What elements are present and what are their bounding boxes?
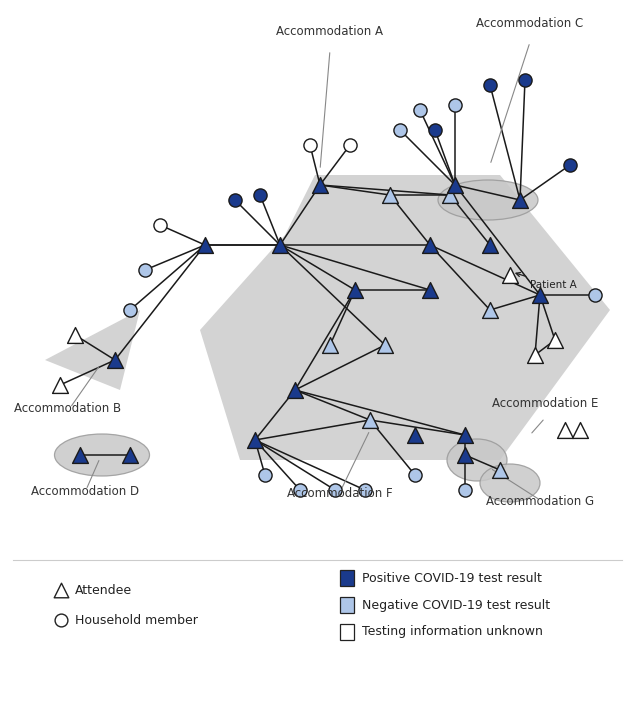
Point: [200, 240, 210, 251]
Point: [57, 614, 67, 626]
Point: [550, 335, 560, 346]
Point: [305, 139, 315, 151]
Point: [110, 354, 120, 365]
Point: [590, 290, 600, 301]
Point: [495, 464, 505, 475]
Point: [350, 285, 360, 296]
Point: [395, 124, 405, 136]
Ellipse shape: [447, 439, 507, 481]
Point: [450, 179, 460, 191]
Point: [70, 330, 80, 341]
Point: [425, 240, 435, 251]
Point: [410, 469, 420, 480]
Point: [345, 139, 355, 151]
Point: [450, 99, 460, 111]
Point: [365, 414, 375, 425]
Point: [485, 305, 495, 316]
Point: [155, 220, 165, 231]
Polygon shape: [45, 310, 140, 390]
Point: [57, 584, 67, 596]
Point: [290, 384, 300, 395]
Bar: [340, 570, 354, 586]
Point: [140, 265, 150, 276]
Point: [230, 194, 240, 206]
Point: [415, 104, 425, 116]
Text: Accommodation G: Accommodation G: [486, 495, 594, 508]
Point: [315, 179, 325, 191]
Point: [520, 74, 530, 86]
Point: [325, 340, 335, 351]
Point: [55, 379, 65, 390]
Point: [445, 189, 455, 201]
Point: [460, 449, 470, 460]
Point: [295, 484, 305, 495]
Point: [75, 449, 85, 460]
Text: Accommodation C: Accommodation C: [476, 17, 584, 30]
Point: [460, 484, 470, 495]
Text: Accommodation B: Accommodation B: [15, 402, 121, 415]
Bar: [340, 624, 354, 640]
Point: [560, 424, 570, 435]
Ellipse shape: [438, 180, 538, 220]
Text: Accommodation D: Accommodation D: [31, 485, 139, 498]
Ellipse shape: [55, 434, 149, 476]
Point: [385, 189, 395, 201]
Point: [260, 469, 270, 480]
Text: Accommodation F: Accommodation F: [287, 487, 393, 500]
Point: [460, 429, 470, 440]
Point: [255, 189, 265, 201]
Point: [535, 290, 545, 301]
Point: [410, 429, 420, 440]
Point: [125, 305, 135, 316]
Point: [275, 240, 285, 251]
Text: Accommodation A: Accommodation A: [276, 25, 384, 38]
Point: [360, 484, 370, 495]
Text: Household member: Household member: [76, 613, 198, 626]
Point: [250, 434, 260, 445]
Text: Negative COVID-19 test result: Negative COVID-19 test result: [361, 598, 550, 611]
Polygon shape: [200, 175, 610, 460]
Point: [425, 285, 435, 296]
Point: [505, 270, 515, 281]
Text: Attendee: Attendee: [76, 583, 133, 596]
Text: Accommodation E: Accommodation E: [492, 397, 598, 410]
Point: [485, 79, 495, 91]
Point: [575, 424, 585, 435]
Point: [430, 124, 440, 136]
Text: Patient A: Patient A: [516, 272, 577, 290]
Point: [530, 350, 540, 361]
Bar: [340, 597, 354, 613]
Point: [380, 340, 390, 351]
Point: [330, 484, 340, 495]
Point: [515, 194, 525, 206]
Text: Positive COVID-19 test result: Positive COVID-19 test result: [361, 571, 542, 584]
Text: Testing information unknown: Testing information unknown: [361, 626, 542, 638]
Point: [125, 449, 135, 460]
Point: [485, 240, 495, 251]
Ellipse shape: [480, 464, 540, 502]
Point: [565, 159, 575, 171]
